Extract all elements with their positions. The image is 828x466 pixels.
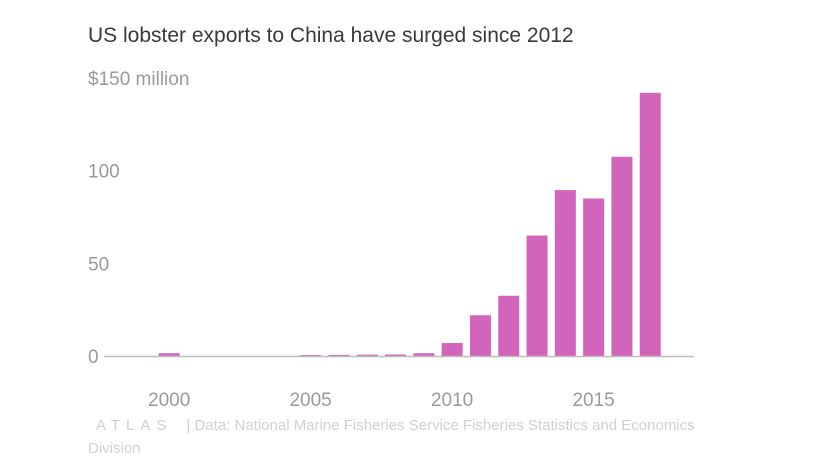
x-tick-label-2000: 2000 xyxy=(148,390,190,411)
bar-2005 xyxy=(300,355,322,356)
bar-2014 xyxy=(554,190,576,356)
bar-2007 xyxy=(356,354,378,356)
atlas-logo: ATLAS xyxy=(96,417,173,434)
bar-2010 xyxy=(441,343,463,356)
chart-footer: ATLAS | Data: National Marine Fisheries S… xyxy=(88,414,708,460)
y-tick-label-50: 50 xyxy=(88,254,109,275)
y-tick-label-100: 100 xyxy=(88,162,120,183)
bar-2012 xyxy=(498,295,520,356)
chart-title: US lobster exports to China have surged … xyxy=(88,24,574,47)
bar-2011 xyxy=(469,315,491,356)
x-tick-labels: 2000 2005 2010 2015 xyxy=(148,390,615,411)
bar-2016 xyxy=(611,156,633,356)
bar-2009 xyxy=(413,353,435,356)
x-tick-label-2010: 2010 xyxy=(431,390,473,411)
bar-2013 xyxy=(526,235,548,356)
x-tick-label-2005: 2005 xyxy=(289,390,331,411)
bars-group xyxy=(158,92,661,356)
y-tick-label-0: 0 xyxy=(88,347,99,368)
y-tick-label-150: $150 million xyxy=(88,69,189,90)
bar-2015 xyxy=(583,198,605,356)
y-tick-labels: 0 50 100 $150 million xyxy=(88,69,189,368)
source-note: | Data: National Marine Fisheries Servic… xyxy=(88,417,695,457)
bar-2017 xyxy=(639,92,661,356)
x-tick-label-2015: 2015 xyxy=(572,390,614,411)
bar-2008 xyxy=(385,354,407,356)
bar-2000 xyxy=(158,353,180,356)
bar-2006 xyxy=(328,354,350,356)
